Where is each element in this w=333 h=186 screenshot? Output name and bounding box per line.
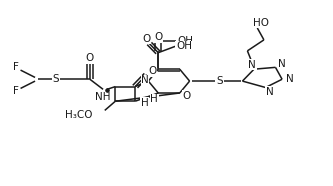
Text: N: N (248, 60, 256, 70)
Text: H: H (141, 98, 148, 108)
Text: O: O (86, 53, 94, 63)
Text: NH: NH (95, 92, 111, 102)
Text: F: F (13, 62, 19, 72)
Text: O: O (182, 91, 190, 101)
Text: F: F (13, 86, 19, 96)
Text: O: O (154, 32, 163, 42)
Text: O: O (149, 66, 157, 76)
Text: O: O (142, 34, 150, 44)
Text: N: N (286, 74, 294, 84)
Text: S: S (53, 74, 59, 84)
Text: OH: OH (177, 36, 193, 46)
Text: N: N (278, 59, 286, 69)
Text: OH: OH (176, 41, 192, 51)
Text: H: H (151, 94, 158, 104)
Text: H₃CO: H₃CO (65, 110, 92, 120)
Text: HO: HO (253, 18, 269, 28)
Text: N: N (141, 75, 149, 85)
Text: S: S (216, 76, 223, 86)
Text: N: N (266, 86, 273, 97)
